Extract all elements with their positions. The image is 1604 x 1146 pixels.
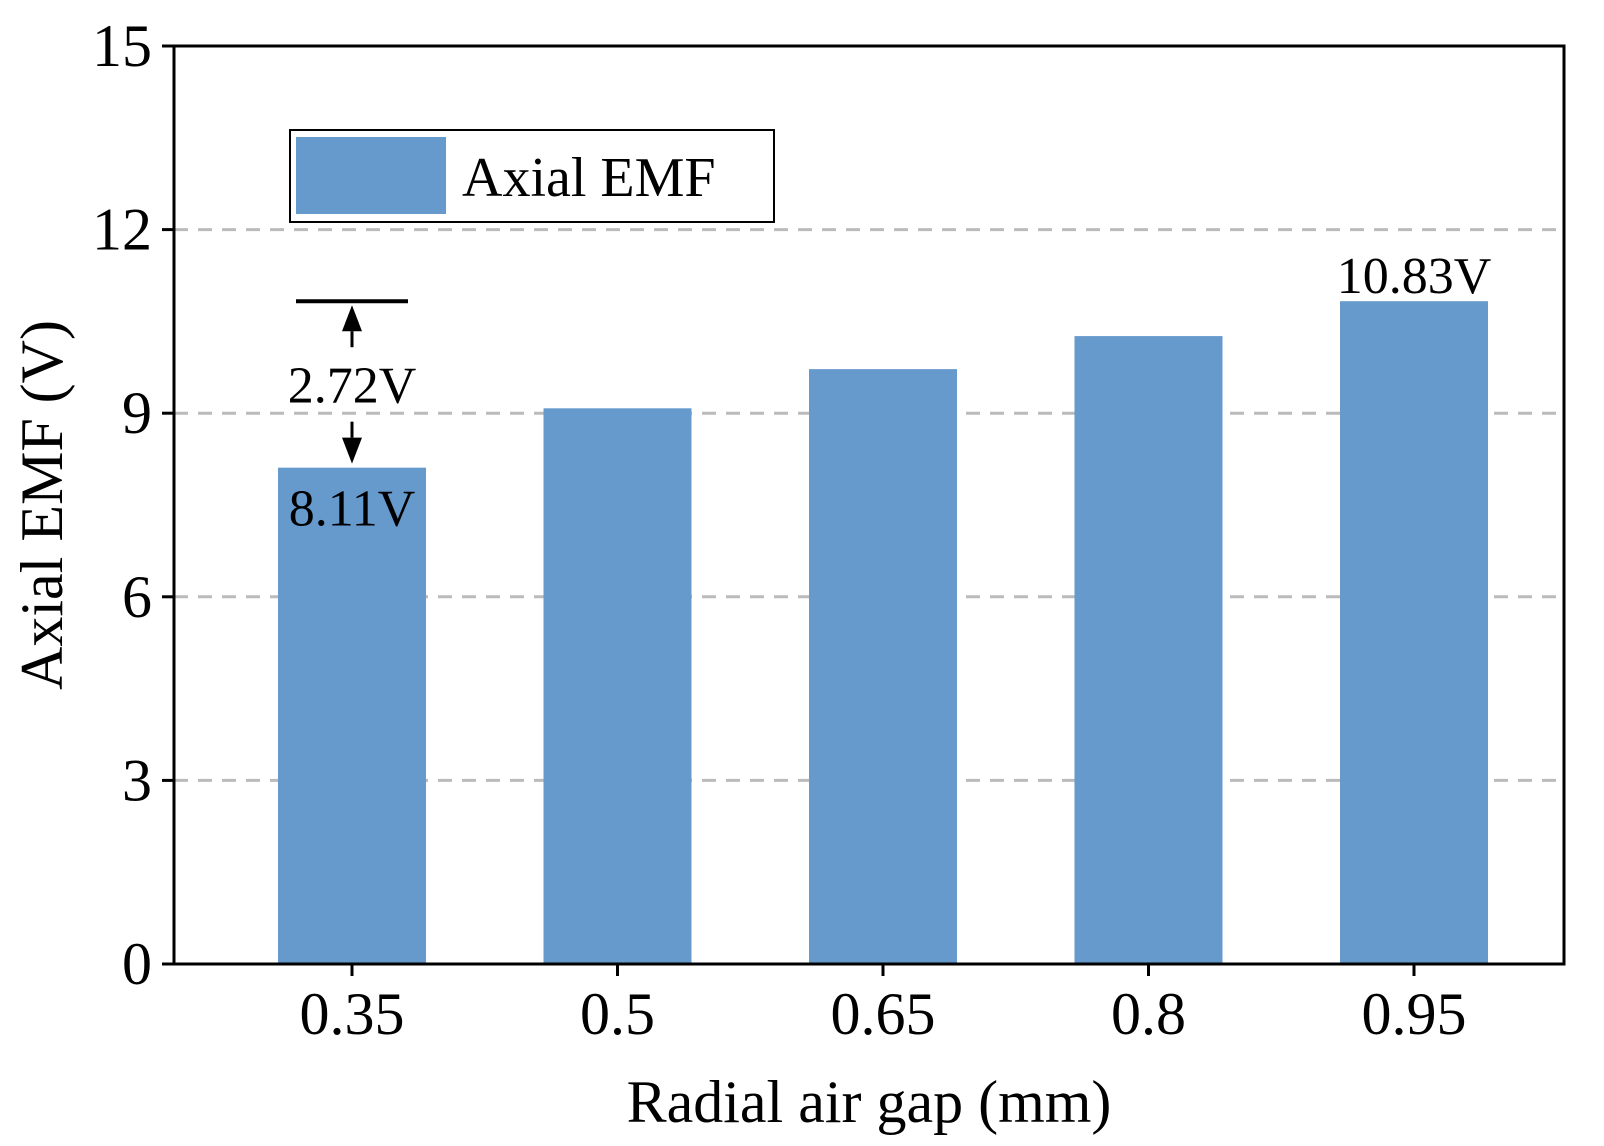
- y-tick-label: 9: [122, 380, 152, 446]
- y-tick-label: 6: [122, 564, 152, 630]
- x-ticks: 0.35 0.5 0.65 0.8 0.95: [300, 964, 1467, 1047]
- gridlines: [174, 228, 1564, 782]
- x-axis-title: Radial air gap (mm): [627, 1069, 1112, 1135]
- arrow-down-icon: [342, 437, 362, 464]
- x-tick-label: 0.5: [580, 981, 655, 1047]
- legend-swatch: [296, 137, 446, 214]
- difference-label: 2.72V: [288, 357, 417, 414]
- y-ticks: 0 3 6 9 12 15: [92, 13, 174, 997]
- annotations: 2.72V 8.11V 10.83V: [288, 248, 1492, 537]
- x-tick-label: 0.35: [300, 981, 405, 1047]
- y-axis-title: Axial EMF (V): [9, 320, 75, 690]
- x-tick-label: 0.8: [1111, 981, 1186, 1047]
- y-tick-label: 15: [92, 13, 152, 79]
- x-tick-label: 0.65: [831, 981, 936, 1047]
- first-value-label: 8.11V: [289, 481, 416, 538]
- y-tick-label: 3: [122, 747, 152, 813]
- bar-0.8: [1074, 336, 1223, 964]
- bar-0.35: [278, 467, 426, 964]
- bar-0.65: [809, 369, 957, 964]
- x-tick-label: 0.95: [1362, 981, 1467, 1047]
- plot-frame: [172, 44, 1566, 966]
- bar-0.5: [543, 408, 692, 965]
- last-value-label: 10.83V: [1337, 248, 1492, 305]
- legend: Axial EMF: [289, 129, 775, 223]
- bars: [278, 301, 1488, 965]
- y-tick-label: 12: [92, 197, 152, 263]
- y-tick-label: 0: [122, 931, 152, 997]
- bar-0.95: [1340, 301, 1488, 965]
- legend-label: Axial EMF: [462, 147, 716, 209]
- arrow-up-icon: [342, 305, 362, 332]
